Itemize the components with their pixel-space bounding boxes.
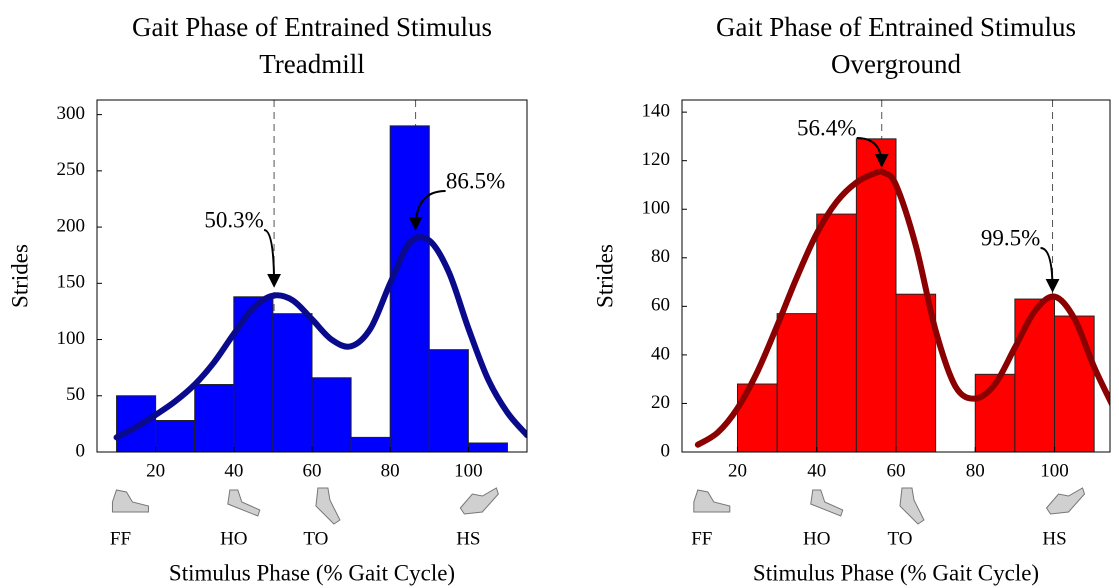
bar [816, 213, 857, 453]
x-tick-label: 100 [454, 460, 483, 481]
annotation-arrow [263, 229, 282, 288]
foot-icon [111, 489, 149, 513]
phase-label: FF [110, 528, 131, 549]
bar [272, 313, 313, 453]
bar [1014, 298, 1056, 453]
y-tick-label: 0 [76, 440, 86, 461]
bar [155, 420, 196, 453]
y-tick-label: 140 [642, 100, 671, 121]
phase-label: HO [220, 528, 247, 549]
bar [776, 313, 818, 453]
x-tick-label: 100 [1040, 460, 1069, 481]
y-tick-label: 40 [651, 343, 670, 364]
foot-icon [1045, 487, 1086, 515]
annotation: 56.4% [797, 115, 856, 140]
bar [233, 296, 274, 453]
bar [194, 384, 235, 453]
y-tick-label: 100 [642, 198, 671, 219]
foot-icon [899, 487, 925, 525]
y-tick-label: 150 [57, 272, 86, 293]
y-tick-label: 300 [57, 103, 86, 124]
y-tick-label: 50 [66, 384, 85, 405]
annotation-arrow [1040, 247, 1060, 293]
y-tick-label: 60 [651, 295, 670, 316]
chart-subtitle: Overground [831, 49, 961, 79]
y-tick-label: 0 [661, 440, 671, 461]
bar [1054, 315, 1095, 453]
x-tick-label: 80 [381, 460, 400, 481]
x-tick-label: 80 [966, 460, 985, 481]
foot-icon [459, 487, 499, 515]
x-tick-label: 40 [807, 460, 826, 481]
y-tick-label: 250 [57, 159, 86, 180]
x-tick-label: 20 [728, 460, 747, 481]
phase-label: TO [303, 528, 328, 549]
y-tick-label: 200 [57, 215, 86, 236]
foot-icon [810, 489, 844, 517]
foot-icon [315, 487, 341, 525]
annotation: 99.5% [981, 225, 1040, 250]
bar [855, 138, 897, 453]
y-tick-label: 20 [651, 392, 670, 413]
y-axis-label: Strides [592, 244, 617, 308]
annotation-arrow [856, 137, 889, 168]
bar [311, 377, 352, 453]
bar [350, 436, 391, 453]
x-tick-label: 20 [146, 460, 165, 481]
y-tick-label: 120 [642, 149, 671, 170]
bar [467, 442, 508, 453]
bar [428, 349, 469, 453]
x-tick-label: 40 [224, 460, 243, 481]
phase-label: HS [1042, 528, 1066, 549]
bar [895, 293, 937, 453]
annotation-arrow [408, 190, 446, 231]
annotation: 86.5% [446, 168, 505, 193]
foot-icon [693, 489, 731, 513]
phase-label: FF [691, 528, 712, 549]
phase-label: TO [887, 528, 912, 549]
phase-label: HO [803, 528, 830, 549]
x-tick-label: 60 [303, 460, 322, 481]
chart-subtitle: Treadmill [259, 49, 365, 79]
foot-icon [227, 489, 261, 517]
x-axis-label: Stimulus Phase (% Gait Cycle) [169, 560, 455, 585]
phase-label: HS [456, 528, 480, 549]
annotation: 50.3% [204, 207, 263, 232]
bar [389, 125, 430, 453]
y-tick-label: 100 [57, 328, 86, 349]
y-tick-label: 80 [651, 246, 670, 267]
fit-curve [113, 234, 527, 441]
chart-title: Gait Phase of Entrained Stimulus [716, 12, 1076, 42]
chart-title: Gait Phase of Entrained Stimulus [132, 12, 492, 42]
x-axis-label: Stimulus Phase (% Gait Cycle) [753, 560, 1039, 585]
x-tick-label: 60 [887, 460, 906, 481]
y-axis-label: Strides [7, 244, 32, 308]
fit-curve [694, 168, 1110, 448]
